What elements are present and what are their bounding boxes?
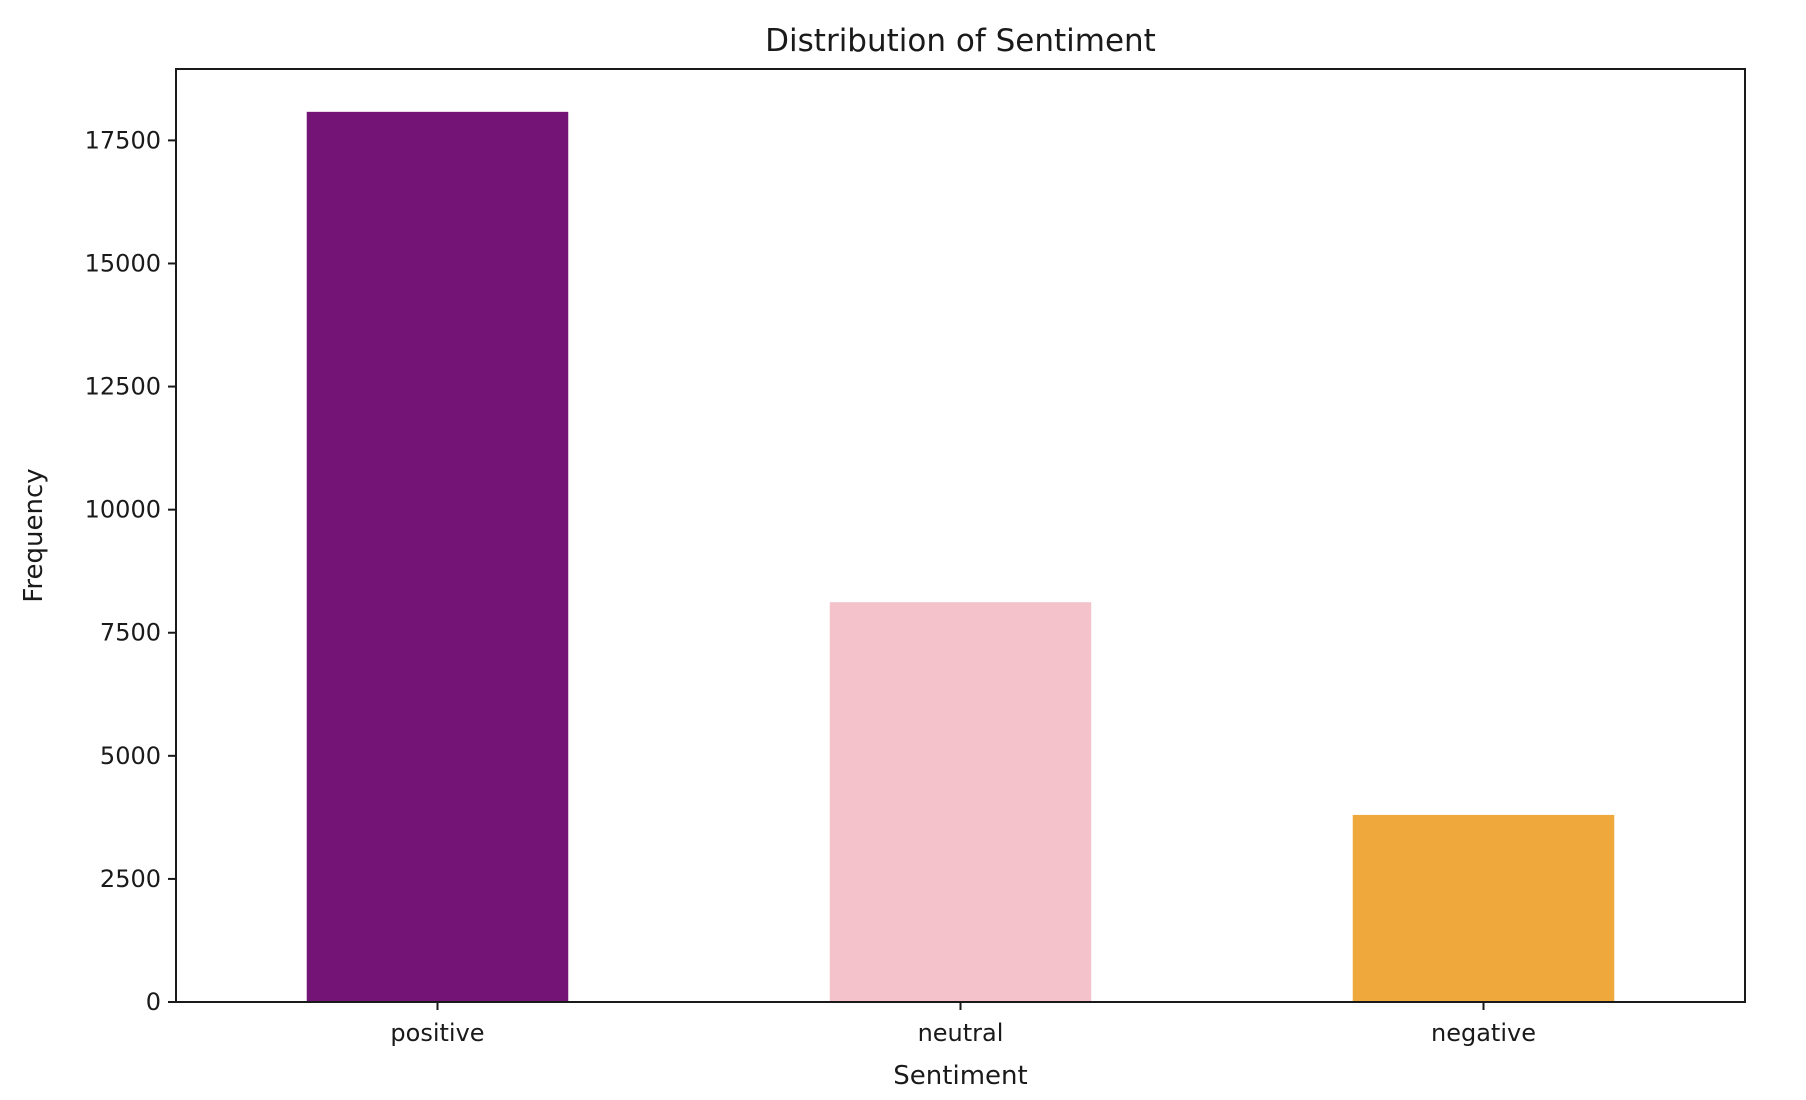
y-tick-label: 15000 <box>85 249 161 277</box>
x-tick-label-positive: positive <box>390 1019 484 1047</box>
y-tick-label: 17500 <box>85 126 161 154</box>
y-tick-label: 0 <box>146 988 161 1016</box>
chart-title: Distribution of Sentiment <box>765 23 1156 59</box>
plot-frame <box>175 68 1746 1003</box>
y-tick-label: 10000 <box>85 496 161 524</box>
bar-neutral <box>829 602 1092 1002</box>
x-axis-label: Sentiment <box>893 1061 1027 1091</box>
bar-positive <box>306 111 569 1003</box>
x-tick-label-negative: negative <box>1431 1019 1536 1047</box>
y-axis-label: Frequency <box>19 468 49 602</box>
bar-negative <box>1352 814 1615 1002</box>
y-tick-label: 5000 <box>100 742 161 770</box>
bars-layer <box>306 111 1615 1003</box>
y-tick-label: 12500 <box>85 373 161 401</box>
y-tick-label: 7500 <box>100 619 161 647</box>
x-tick-label-neutral: neutral <box>918 1019 1004 1047</box>
y-tick-label: 2500 <box>100 865 161 893</box>
ticks-layer: positive neutral negative 0 2500 5000 7500 1000… <box>85 126 1536 1047</box>
